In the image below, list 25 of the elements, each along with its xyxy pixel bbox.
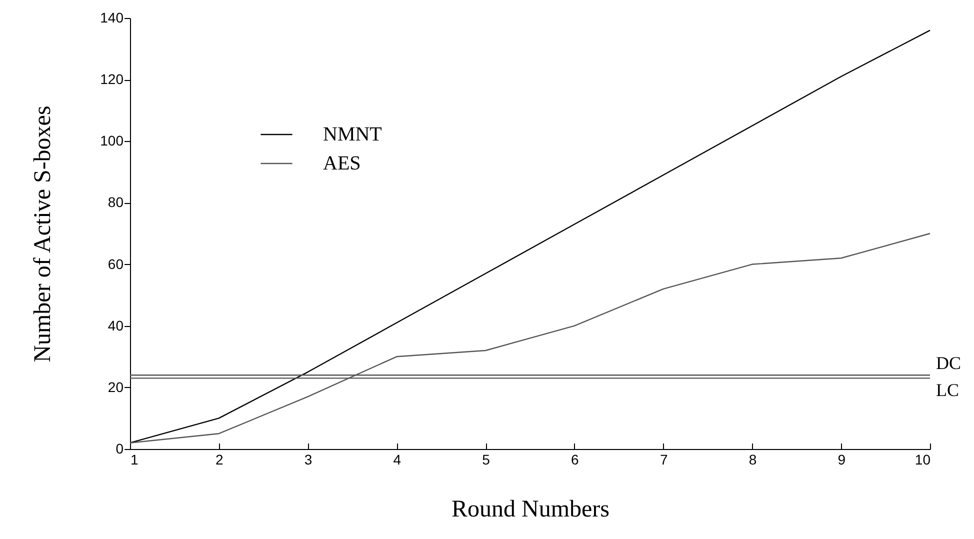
x-tick-label: 6	[571, 452, 580, 468]
x-tick-label: 1	[130, 452, 138, 468]
x-tick-label: 3	[304, 452, 312, 468]
y-tick-label: 140	[100, 10, 124, 26]
x-axis-title: Round Numbers	[452, 496, 610, 522]
x-tick-label: 5	[482, 452, 490, 468]
y-tick-label: 20	[108, 378, 124, 395]
y-tick-label: 40	[108, 317, 124, 334]
legend-label: AES	[323, 152, 361, 174]
x-tick-label: 10	[914, 452, 931, 468]
legend-label: NMNT	[323, 124, 382, 146]
x-tick-label: 8	[748, 452, 757, 468]
x-tick-label: 4	[393, 452, 402, 468]
y-tick-label: 60	[108, 256, 124, 272]
x-tick-label: 9	[838, 452, 846, 468]
y-tick-label: 80	[108, 194, 124, 210]
ref-line-label: LC	[936, 380, 960, 400]
y-tick-label: 100	[100, 132, 124, 149]
ref-line-label: DC	[936, 353, 962, 374]
x-tick-label: 2	[215, 452, 224, 468]
y-tick-label: 120	[100, 71, 124, 88]
y-tick-label: 0	[116, 440, 124, 456]
x-tick-label: 7	[660, 452, 668, 468]
y-axis-title: Number of Active S-boxes	[30, 106, 56, 362]
line-series	[129, 232, 931, 444]
